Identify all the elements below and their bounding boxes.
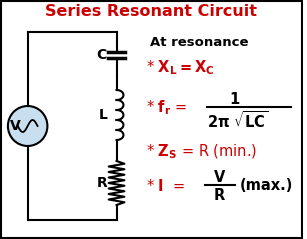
Text: V: V bbox=[10, 119, 20, 133]
Circle shape bbox=[8, 106, 47, 146]
Text: R: R bbox=[96, 176, 107, 190]
Text: * $\mathbf{f_r}$ =: * $\mathbf{f_r}$ = bbox=[146, 99, 188, 117]
Text: R: R bbox=[214, 188, 225, 202]
Text: At resonance: At resonance bbox=[150, 36, 249, 49]
Text: V: V bbox=[214, 170, 225, 185]
Text: (max.): (max.) bbox=[240, 179, 293, 194]
Text: Series Resonant Circuit: Series Resonant Circuit bbox=[45, 4, 257, 18]
Text: * $\mathbf{Z_S}$ = R (min.): * $\mathbf{Z_S}$ = R (min.) bbox=[146, 143, 257, 161]
Text: C: C bbox=[97, 48, 107, 62]
Text: * $\mathbf{X_L = X_C}$: * $\mathbf{X_L = X_C}$ bbox=[146, 59, 215, 77]
Text: * $\mathbf{I}$  =: * $\mathbf{I}$ = bbox=[146, 178, 185, 194]
Text: 1: 1 bbox=[229, 92, 239, 108]
Text: $\mathbf{2\pi\ \sqrt{LC}}$: $\mathbf{2\pi\ \sqrt{LC}}$ bbox=[208, 109, 268, 130]
Text: L: L bbox=[98, 108, 107, 122]
